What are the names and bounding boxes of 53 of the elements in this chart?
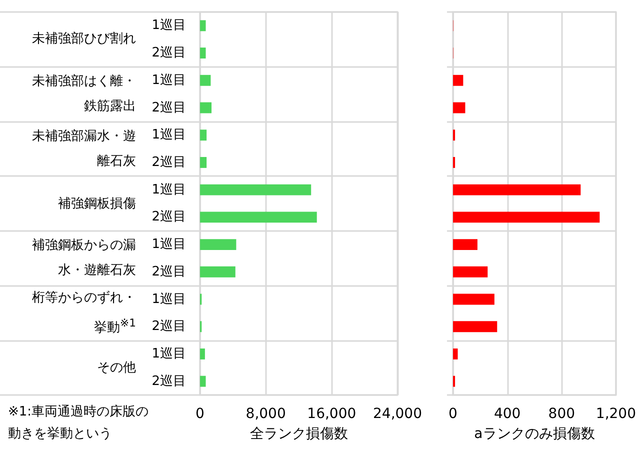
y-tick-label: 補強鋼板からの漏水・遊離石灰: [32, 237, 136, 280]
bar: [200, 212, 317, 223]
bar: [200, 20, 206, 32]
text: 2巡目: [152, 319, 186, 334]
x-tick-label: 16,000: [307, 406, 356, 422]
bar: [200, 102, 212, 114]
bar: [200, 266, 236, 278]
bar: [200, 239, 236, 250]
bar: [453, 184, 581, 196]
y-tick-label: 桁等からのずれ・挙動$^{※1}$: [32, 289, 136, 338]
text: 1巡目: [152, 292, 186, 307]
x-axis-title: aランクのみ損傷数: [474, 426, 595, 442]
y-tick-label: 未補強部ひび割れ: [32, 30, 136, 49]
bar: [453, 348, 458, 360]
text: 1巡目: [152, 128, 186, 143]
bar: [453, 239, 478, 250]
text: 2巡目: [152, 100, 186, 116]
text: 2巡目: [152, 264, 186, 280]
x-axis-title: 全ランク損傷数: [250, 426, 348, 442]
text: 1巡目: [152, 237, 186, 252]
text: 1巡目: [152, 346, 186, 362]
bar: [453, 212, 600, 223]
y-tick-label: 補強鋼板損傷: [58, 195, 136, 213]
series-label: 2巡目: [152, 46, 186, 61]
x-tick-label: 1,200: [596, 406, 636, 422]
x-tick-label: 800: [548, 406, 576, 422]
bar: [200, 156, 207, 168]
y-tick-label: 未補強部漏水・遊離石灰: [32, 128, 136, 171]
bar: [200, 48, 206, 59]
bar: [453, 321, 498, 332]
text: 2巡目: [152, 374, 186, 389]
text: ※1:車両通過時の床版の動きを挙動という: [8, 404, 149, 442]
bar: [200, 348, 205, 360]
x-tick-label: 400: [494, 406, 521, 422]
bar: [200, 130, 207, 141]
y-tick-label: その他: [97, 359, 136, 378]
x-tick-label: 8,000: [246, 406, 286, 422]
text: 2巡目: [152, 154, 186, 170]
series-label: 1巡目: [152, 18, 186, 34]
bar: [453, 294, 494, 305]
bar: [453, 102, 466, 114]
text: 1巡目: [152, 72, 186, 88]
bar: [453, 266, 488, 278]
text: 2巡目: [152, 210, 186, 225]
bar: [200, 184, 312, 196]
y-tick-label: 未補強部はく離・鉄筋露出: [32, 73, 136, 116]
x-tick-label: 24,000: [373, 406, 422, 422]
bar: [200, 376, 206, 387]
bar: [200, 74, 211, 86]
x-tick-label: 0: [448, 406, 458, 422]
bar: [453, 74, 464, 86]
x-tick-label: 0: [196, 406, 204, 422]
text: 1巡目: [152, 182, 186, 198]
